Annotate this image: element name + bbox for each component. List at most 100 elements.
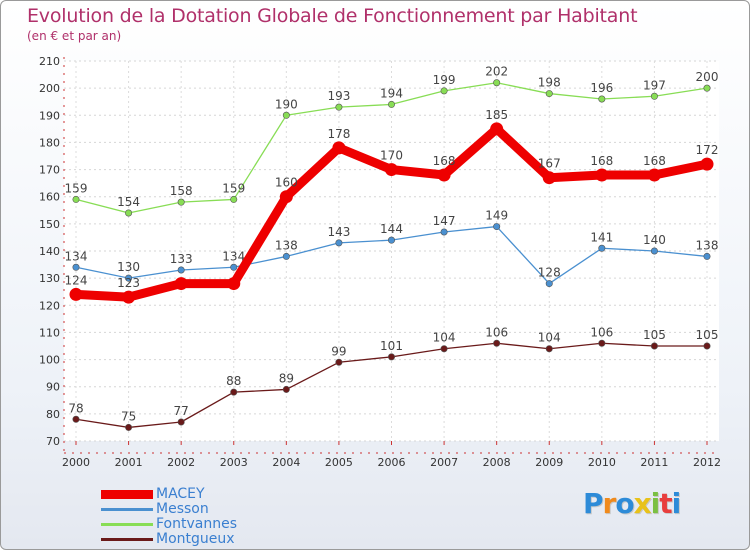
data-point-montgueux (282, 385, 290, 393)
data-label-messon: 149 (485, 209, 508, 223)
data-point-montgueux (545, 345, 553, 353)
data-label-macey: 170 (380, 149, 403, 163)
data-point-fontvannes (598, 95, 606, 103)
data-point-messon (650, 247, 658, 255)
data-label-montgueux: 99 (331, 344, 346, 358)
data-label-messon: 140 (643, 233, 666, 247)
x-tick-label: 2011 (640, 456, 668, 469)
data-point-messon (230, 263, 238, 271)
data-label-fontvannes: 194 (380, 86, 403, 100)
logo-letter: r (602, 487, 617, 520)
data-point-montgueux (650, 342, 658, 350)
x-tick-label: 2000 (62, 456, 90, 469)
data-label-fontvannes: 190 (275, 97, 298, 111)
data-point-messon (335, 239, 343, 247)
y-tick-label: 130 (39, 272, 60, 285)
x-tick-label: 2001 (115, 456, 143, 469)
x-tick-label: 2009 (535, 456, 563, 469)
data-label-messon: 134 (222, 249, 245, 263)
data-point-messon (387, 236, 395, 244)
data-point-messon (703, 252, 711, 260)
data-point-fontvannes (230, 195, 238, 203)
data-point-fontvannes (545, 90, 553, 98)
data-label-fontvannes: 158 (170, 184, 193, 198)
y-tick-label: 150 (39, 218, 60, 231)
data-point-messon (493, 223, 501, 231)
data-point-fontvannes (335, 103, 343, 111)
y-tick-label: 100 (39, 354, 60, 367)
data-label-fontvannes: 200 (696, 70, 719, 84)
data-label-macey: 124 (65, 273, 88, 287)
data-label-fontvannes: 199 (433, 73, 456, 87)
y-tick-label: 120 (39, 299, 60, 312)
legend-swatch (101, 523, 153, 526)
data-point-montgueux (177, 418, 185, 426)
logo-letter: t (659, 487, 672, 520)
data-label-macey: 167 (538, 157, 561, 171)
data-label-macey: 168 (433, 154, 456, 168)
data-label-messon: 128 (538, 266, 561, 280)
data-label-fontvannes: 196 (590, 81, 613, 95)
data-point-macey (122, 290, 136, 304)
data-label-montgueux: 78 (68, 401, 83, 415)
chart-subtitle: (en € et par an) (27, 29, 122, 43)
data-point-messon (598, 244, 606, 252)
x-tick-label: 2002 (167, 456, 195, 469)
data-label-macey: 185 (485, 108, 508, 122)
data-point-macey (385, 163, 398, 177)
data-label-messon: 143 (327, 225, 350, 239)
x-tick-label: 2005 (325, 456, 353, 469)
data-point-messon (177, 266, 185, 274)
y-tick-label: 190 (39, 109, 60, 122)
data-point-messon (282, 252, 290, 260)
data-point-fontvannes (650, 92, 658, 100)
data-label-macey: 178 (327, 127, 350, 141)
y-tick-label: 160 (39, 191, 60, 204)
data-point-macey (542, 171, 556, 185)
y-tick-label: 180 (39, 136, 60, 149)
legend-label: Montgueux (156, 531, 235, 547)
data-label-fontvannes: 197 (643, 78, 666, 92)
logo-letter: o (615, 487, 634, 520)
data-label-montgueux: 88 (226, 374, 241, 388)
data-point-messon (440, 228, 448, 236)
y-tick-label: 110 (39, 326, 60, 339)
data-point-macey (490, 122, 504, 136)
data-label-montgueux: 104 (433, 331, 456, 345)
data-point-fontvannes (177, 198, 185, 206)
data-point-montgueux (440, 345, 448, 353)
legend-label: MACEY (156, 486, 205, 502)
data-point-messon (545, 280, 553, 288)
data-point-macey (437, 168, 451, 182)
data-label-macey: 168 (590, 154, 613, 168)
data-point-macey (174, 277, 188, 291)
data-label-fontvannes: 193 (327, 89, 350, 103)
data-label-fontvannes: 202 (485, 65, 508, 79)
data-point-montgueux (72, 415, 80, 423)
data-point-montgueux (493, 339, 501, 347)
data-label-macey: 160 (275, 176, 298, 190)
legend-swatch (101, 508, 153, 511)
data-point-messon (72, 263, 80, 271)
x-tick-label: 2008 (483, 456, 511, 469)
data-point-fontvannes (282, 111, 290, 119)
data-label-messon: 134 (65, 249, 88, 263)
chart-title: Evolution de la Dotation Globale de Fonc… (27, 5, 638, 27)
data-label-messon: 138 (696, 238, 719, 252)
data-label-messon: 147 (433, 214, 456, 228)
legend-label: Messon (156, 501, 209, 517)
data-label-fontvannes: 154 (117, 195, 140, 209)
x-tick-label: 2004 (272, 456, 300, 469)
data-label-montgueux: 105 (696, 328, 719, 342)
data-point-macey (595, 168, 609, 182)
y-tick-label: 90 (46, 381, 60, 394)
data-point-fontvannes (387, 100, 395, 108)
logo-letter: P (583, 487, 604, 520)
data-point-macey (700, 157, 714, 171)
data-label-montgueux: 104 (538, 331, 561, 345)
data-label-macey: 123 (117, 276, 140, 290)
data-label-fontvannes: 159 (65, 181, 88, 195)
data-label-montgueux: 101 (380, 339, 403, 353)
